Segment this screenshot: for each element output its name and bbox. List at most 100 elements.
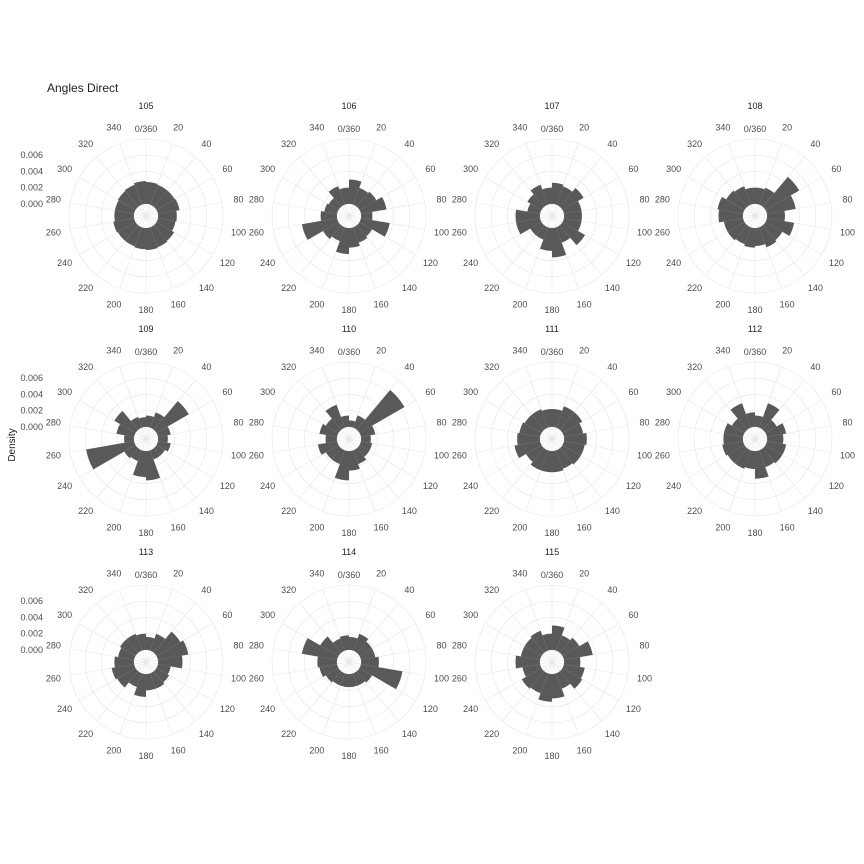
facet-strip-label: 114	[342, 547, 356, 557]
bar-80	[766, 210, 785, 222]
bar-0	[755, 415, 764, 428]
angle-tick-label: 100	[637, 227, 652, 237]
angle-tick-label: 40	[607, 585, 617, 595]
angle-tick-label: 300	[666, 164, 681, 174]
bar-120	[762, 222, 783, 241]
angle-tick-label: 260	[249, 227, 264, 237]
bar-20	[759, 187, 775, 207]
bar-220	[727, 222, 748, 241]
bar-240	[111, 664, 136, 680]
angle-tick-label: 300	[57, 164, 72, 174]
y-tick-label: 0.006	[20, 150, 43, 160]
angle-tick-label: 80	[843, 418, 853, 428]
angle-tick-label: 240	[57, 258, 72, 268]
angle-tick-label: 60	[425, 610, 435, 620]
panel-108: 0/360 20 40 60 80 100 120 140 160 180 200 220 240 260…	[655, 101, 855, 315]
y-tick-label: 0.000	[20, 422, 43, 432]
angle-tick-label: 40	[810, 362, 820, 372]
angle-tick-label: 300	[463, 164, 478, 174]
angle-tick-label: 320	[484, 585, 499, 595]
bar-160	[552, 450, 564, 473]
angle-tick-label: 160	[171, 522, 186, 532]
facet-strip-label: 107	[544, 101, 559, 111]
angle-tick-label: 200	[715, 522, 730, 532]
angle-tick-label: 340	[512, 123, 527, 133]
bar-340	[541, 409, 552, 428]
angle-tick-label: 260	[46, 227, 61, 237]
bar-320	[734, 186, 751, 207]
angle-tick-label: 60	[222, 164, 232, 174]
angle-tick-label: 140	[402, 729, 417, 739]
bar-0	[146, 415, 155, 428]
bar-80	[563, 210, 582, 222]
bar-320	[531, 409, 548, 430]
bar-200	[734, 448, 751, 469]
bar-220	[117, 668, 139, 688]
angle-tick-label: 140	[605, 729, 620, 739]
angle-tick-label: 20	[579, 569, 589, 579]
bar-320	[332, 638, 345, 653]
angle-tick-label: 140	[605, 283, 620, 293]
bar-0	[552, 409, 563, 428]
bar-120	[559, 222, 585, 246]
bar-280	[324, 203, 339, 214]
y-axis-label: Density	[7, 428, 18, 461]
angle-tick-label: 160	[577, 745, 592, 755]
bar-240	[113, 218, 136, 233]
angle-tick-label: 160	[374, 522, 389, 532]
bar-0	[146, 181, 158, 205]
bar-180	[538, 673, 552, 702]
bar-200	[530, 448, 548, 471]
bar-20	[353, 633, 369, 653]
angular-gridline	[502, 156, 553, 217]
angle-tick-label: 280	[46, 418, 61, 428]
angular-gridline	[145, 661, 196, 722]
bar-20	[353, 415, 366, 430]
bar-260	[515, 209, 541, 223]
facet-strip-label: 111	[545, 324, 559, 334]
angle-tick-label: 60	[425, 387, 435, 397]
bar-300	[527, 194, 545, 210]
angle-tick-label: 200	[309, 299, 324, 309]
bar-260	[317, 656, 338, 668]
angle-tick-label: 240	[463, 704, 478, 714]
bar-60	[359, 196, 387, 214]
angle-tick-label: 40	[201, 139, 211, 149]
bar-80	[360, 656, 379, 668]
angle-tick-label: 20	[579, 123, 589, 133]
angle-tick-label: 200	[309, 745, 324, 755]
angle-tick-label: 0/360	[135, 347, 158, 357]
angle-tick-label: 300	[57, 387, 72, 397]
bar-200	[332, 671, 345, 686]
angle-tick-label: 40	[404, 362, 414, 372]
y-tick-label: 0.000	[20, 645, 43, 655]
bar-280	[319, 424, 339, 437]
facet-strip-label: 105	[138, 101, 153, 111]
panel-115: 0/360 20 40 60 80 100 120 140 160 180 200 220 240 260…	[452, 547, 652, 761]
bar-280	[519, 422, 542, 437]
angle-tick-label: 80	[437, 418, 447, 428]
bar-340	[134, 181, 146, 205]
angle-tick-label: 20	[376, 346, 386, 356]
angle-tick-label: 100	[840, 227, 855, 237]
bar-160	[146, 450, 161, 481]
angle-tick-label: 120	[423, 704, 438, 714]
panel-105: 0/360 20 40 60 80 100 120 140 160 180 200 220 240 260…	[20, 101, 246, 315]
bar-300	[114, 411, 139, 433]
angular-gridline	[145, 661, 213, 701]
angle-tick-label: 160	[171, 745, 186, 755]
bar-180	[134, 227, 146, 250]
facet-strip-label: 109	[138, 324, 153, 334]
angle-tick-label: 80	[640, 641, 650, 651]
bar-260	[320, 211, 338, 221]
angle-tick-label: 180	[544, 305, 559, 315]
bar-240	[723, 218, 745, 232]
panel-106: 0/360 20 40 60 80 100 120 140 160 180 200 220 240 260…	[249, 101, 449, 315]
angle-tick-label: 200	[106, 522, 121, 532]
bar-160	[146, 227, 158, 251]
bar-100	[562, 218, 582, 231]
angle-tick-label: 80	[640, 418, 650, 428]
angle-tick-label: 80	[437, 641, 447, 651]
angle-tick-label: 120	[626, 258, 641, 268]
angular-gridline	[79, 400, 147, 440]
